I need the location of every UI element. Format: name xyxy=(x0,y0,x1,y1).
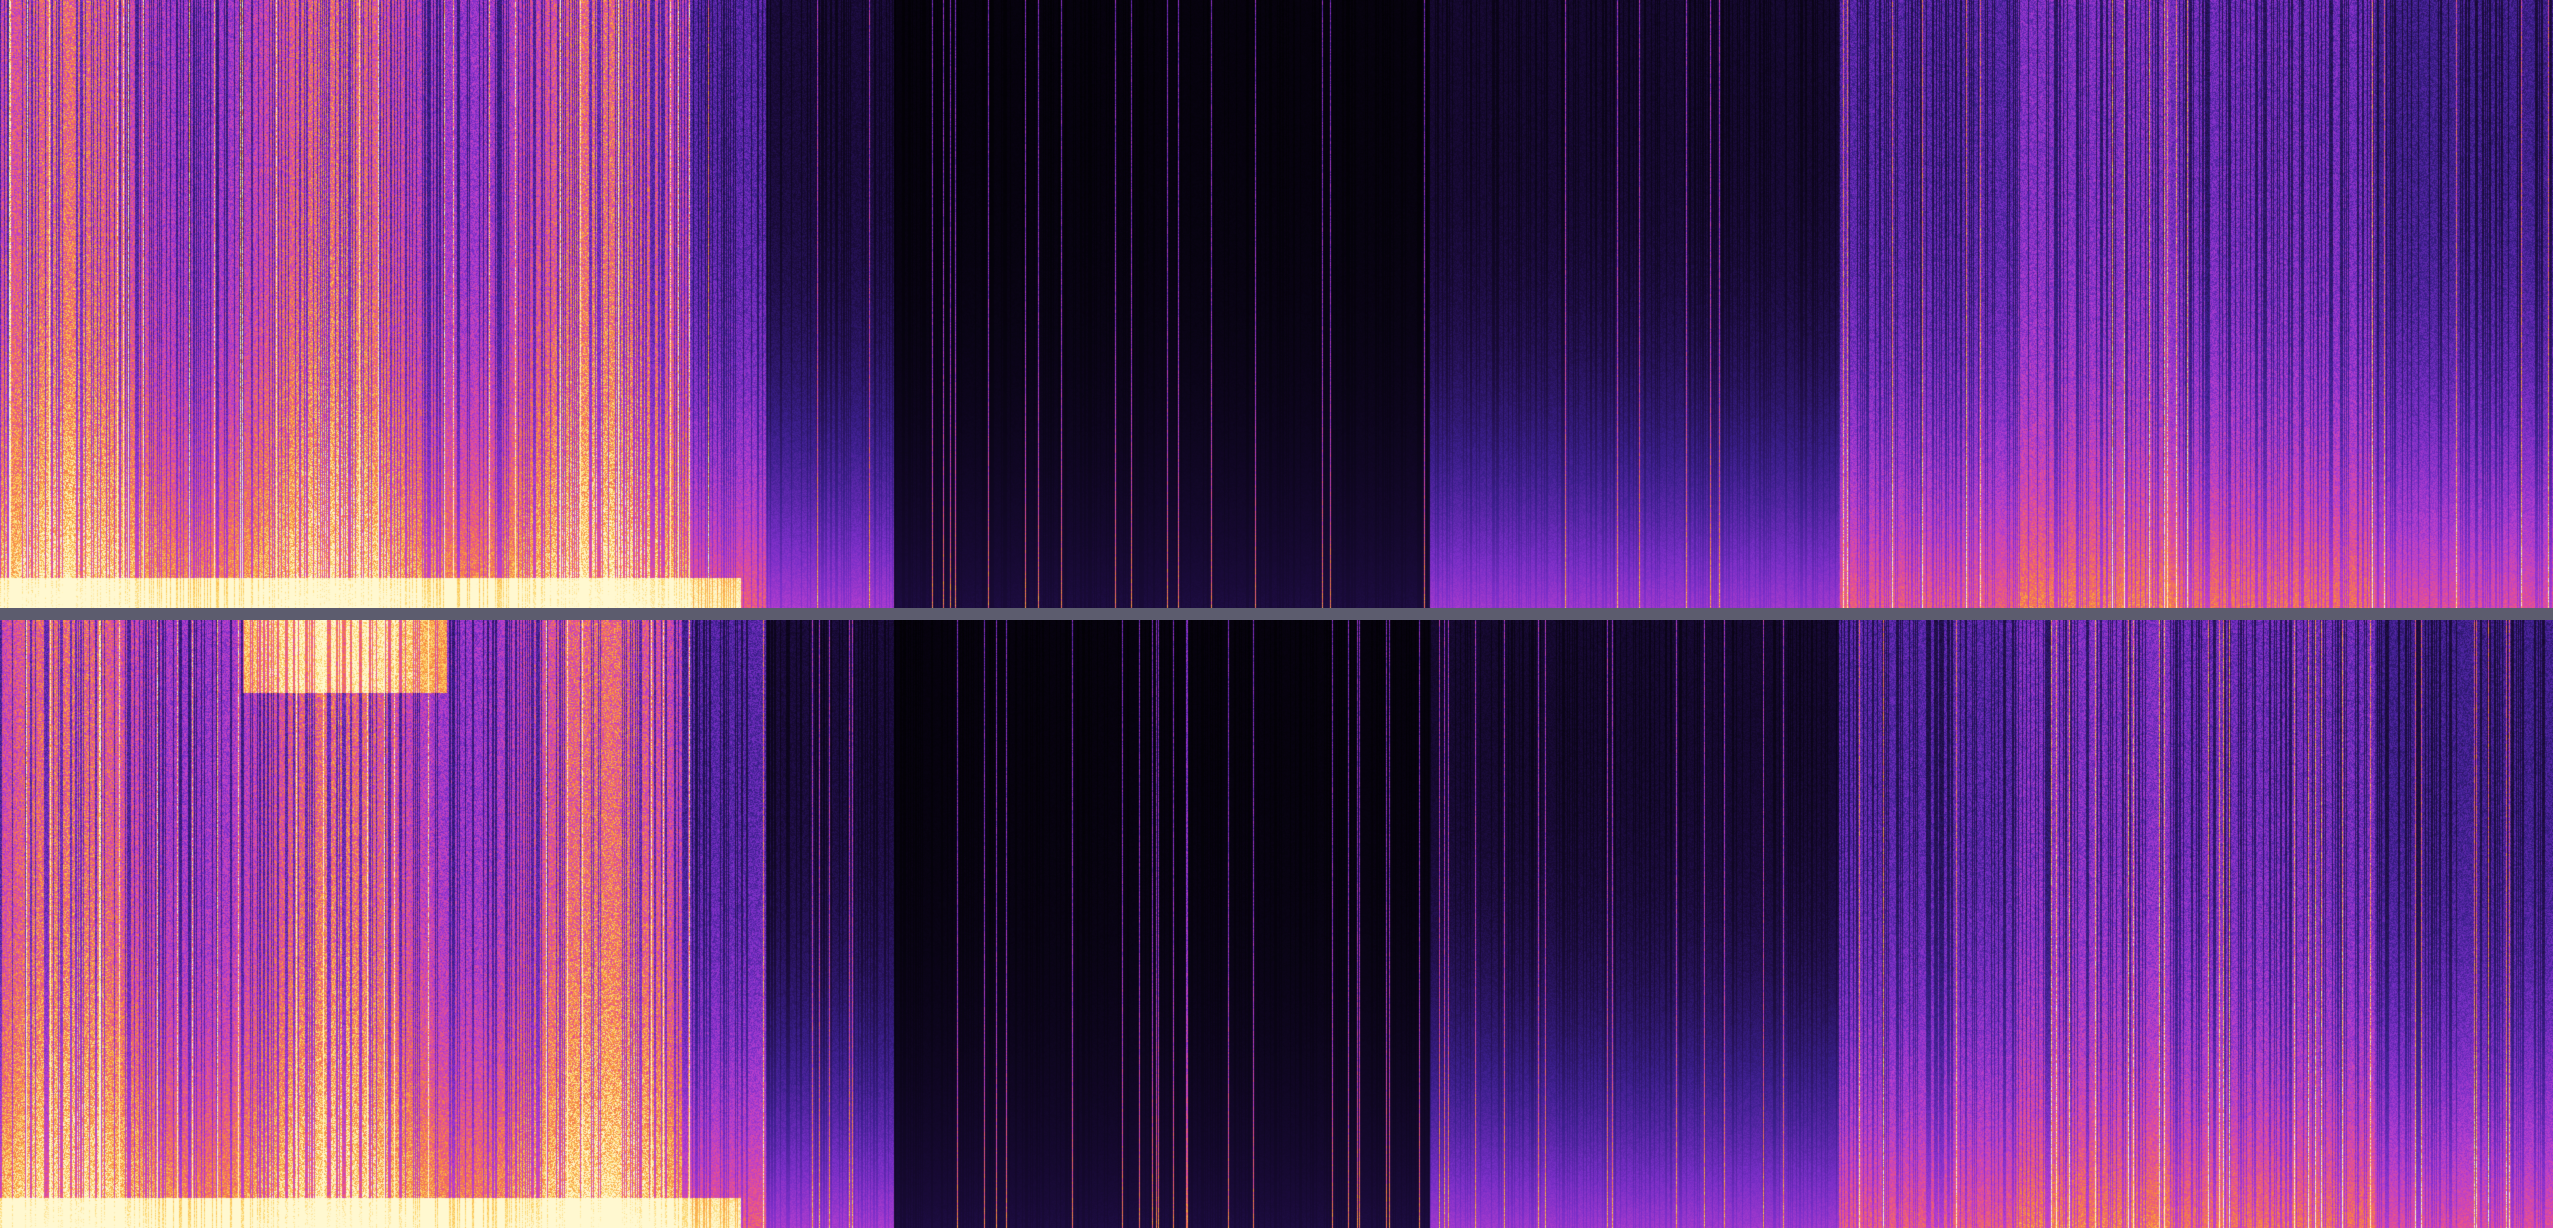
spectrogram-channel-1[interactable] xyxy=(0,0,2553,608)
spectrogram-canvas[interactable] xyxy=(0,620,2553,1228)
spectrogram-canvas[interactable] xyxy=(0,0,2553,608)
spectrogram-channel-2[interactable] xyxy=(0,620,2553,1228)
channel-divider[interactable] xyxy=(0,608,2553,620)
